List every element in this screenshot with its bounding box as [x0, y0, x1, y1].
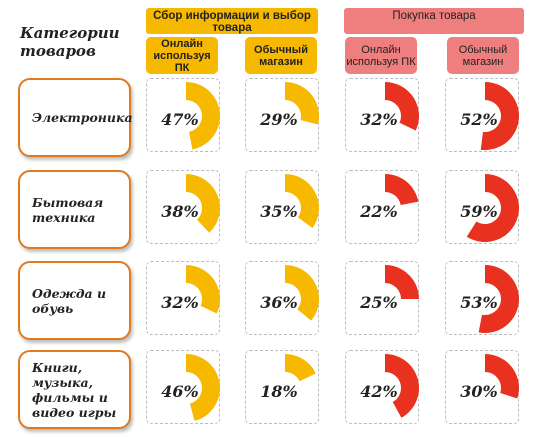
group-header-buy: Покупка товара — [344, 8, 524, 34]
chart-cell: 53% — [445, 261, 519, 335]
radial-bar — [186, 265, 220, 314]
data-label: 59% — [460, 201, 498, 221]
radial-bar — [285, 174, 319, 228]
column-header-buy-online: Онлайн используя ПК — [345, 37, 417, 74]
radial-bar-svg — [480, 82, 519, 150]
group-header-collect: Сбор информации и выбор товара — [146, 8, 318, 34]
radial-bar — [485, 354, 519, 399]
radial-bar-svg — [186, 265, 220, 314]
radial-bar — [385, 174, 419, 206]
row-label-text: Книги, музыка, фильмы и видео игры — [32, 359, 117, 420]
radial-bar-svg — [285, 265, 319, 321]
row-label-clothing: Одежда и обувь — [18, 261, 131, 340]
radial-bar-svg — [285, 174, 319, 228]
data-label: 32% — [161, 292, 199, 312]
radial-bar-svg — [285, 82, 319, 125]
data-label: 22% — [360, 201, 398, 221]
column-header-buy-store: Обычный магазин — [447, 37, 519, 74]
data-label: 25% — [360, 292, 398, 312]
radial-bar — [480, 82, 519, 150]
data-label: 53% — [460, 292, 498, 312]
chart-cell: 29% — [245, 78, 319, 152]
chart-cell: 18% — [245, 350, 319, 424]
data-label: 42% — [360, 381, 398, 401]
row-label-media: Книги, музыка, фильмы и видео игры — [18, 350, 131, 429]
data-label: 30% — [460, 381, 498, 401]
chart-cell: 52% — [445, 78, 519, 152]
chart-cell: 22% — [345, 170, 419, 244]
radial-bar-svg — [478, 265, 519, 333]
data-label: 46% — [161, 381, 199, 401]
radial-bar-svg — [186, 174, 220, 233]
chart-cell: 25% — [345, 261, 419, 335]
radial-bar — [186, 82, 220, 150]
column-header-collect-store: Обычный магазин — [245, 37, 317, 74]
data-label: 38% — [161, 201, 199, 221]
column-header-collect-online: Онлайн используя ПК — [146, 37, 218, 74]
data-label: 36% — [260, 292, 298, 312]
radial-bar — [466, 174, 519, 242]
chart-cell: 35% — [245, 170, 319, 244]
radial-bar — [385, 354, 419, 418]
radial-bar-svg — [466, 174, 519, 242]
radial-bar — [285, 82, 319, 125]
row-label-appliances: Бытовая техника — [18, 170, 131, 249]
chart-cell: 59% — [445, 170, 519, 244]
chart-cell: 47% — [146, 78, 220, 152]
data-label: 32% — [360, 109, 398, 129]
data-label: 18% — [260, 381, 298, 401]
chart-cell: 32% — [146, 261, 220, 335]
row-label-text: Бытовая техника — [32, 194, 104, 225]
radial-bar — [385, 82, 419, 131]
corner-title: Категории товаров — [20, 24, 120, 60]
chart-cell: 32% — [345, 78, 419, 152]
chart-cell: 38% — [146, 170, 220, 244]
row-label-text: Электроника — [32, 110, 133, 125]
radial-bar-svg — [385, 82, 419, 131]
radial-bar-svg — [385, 265, 419, 299]
radial-bar-svg — [385, 354, 419, 418]
radial-bar — [186, 174, 220, 233]
data-label: 35% — [260, 201, 298, 221]
chart-cell: 30% — [445, 350, 519, 424]
row-label-text: Одежда и обувь — [32, 285, 107, 316]
radial-bar — [186, 354, 220, 421]
chart-cell: 42% — [345, 350, 419, 424]
radial-bar-svg — [186, 354, 220, 421]
data-label: 47% — [161, 109, 199, 129]
radial-bar-svg — [385, 174, 419, 206]
radial-bar-svg — [186, 82, 220, 150]
data-label: 52% — [460, 109, 498, 129]
radial-bar — [385, 265, 419, 299]
chart-cell: 46% — [146, 350, 220, 424]
row-label-electronics: Электроника — [18, 78, 133, 157]
data-label: 29% — [260, 109, 298, 129]
radial-bar-svg — [285, 354, 316, 382]
radial-bar-svg — [485, 354, 519, 399]
radial-bar — [285, 354, 316, 382]
radial-bar — [478, 265, 519, 333]
chart-cell: 36% — [245, 261, 319, 335]
radial-bar — [285, 265, 319, 321]
